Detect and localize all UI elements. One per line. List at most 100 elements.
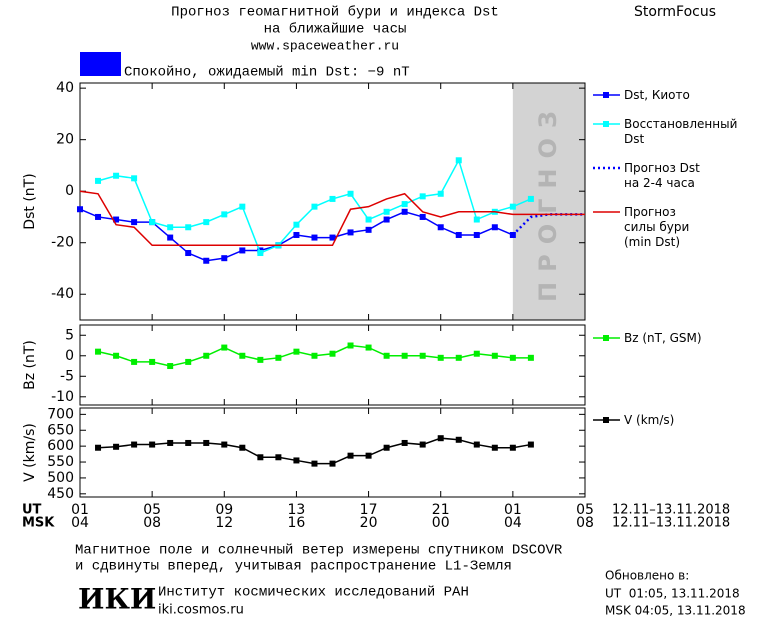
brand: StormFocus xyxy=(634,4,716,20)
point xyxy=(185,439,192,446)
forecast-label: ПРОГНОЗ xyxy=(534,101,562,302)
point xyxy=(95,348,102,355)
point xyxy=(149,219,156,226)
point xyxy=(113,216,120,223)
point xyxy=(131,219,138,226)
title: на ближайшие часы xyxy=(264,21,407,38)
legend-label: Dst, Киото xyxy=(624,88,690,102)
y-axis-label: V (km/s) xyxy=(22,423,38,482)
x-tick-label: 01 xyxy=(71,502,89,518)
point xyxy=(491,444,498,451)
url: www.spaceweather.ru xyxy=(251,38,399,53)
y-axis-label: Dst (nT) xyxy=(22,173,38,229)
legend-marker xyxy=(603,335,609,341)
updated-ut: UT 01:05, 13.11.2018 xyxy=(605,587,740,601)
y-tick-label: 0 xyxy=(65,183,74,199)
point xyxy=(293,221,300,228)
point xyxy=(383,208,390,215)
updated-label: Обновлено в: xyxy=(605,569,689,583)
x-tick-label: 05 xyxy=(143,502,161,518)
plot-frame xyxy=(79,324,586,406)
point xyxy=(329,195,336,202)
x-tick-label: 12 xyxy=(215,515,233,531)
x-tick-label: 00 xyxy=(432,515,450,531)
point xyxy=(527,195,534,202)
x-tick-label: 21 xyxy=(432,502,450,518)
point xyxy=(365,344,372,351)
y-tick-label: 0 xyxy=(65,348,74,364)
point xyxy=(455,354,462,361)
plot-frame xyxy=(79,82,586,321)
x-tick-label: 16 xyxy=(288,515,306,531)
point xyxy=(221,211,228,218)
point xyxy=(185,250,192,257)
point xyxy=(113,172,120,179)
point xyxy=(257,250,264,257)
y-axis-label: Bz (nT) xyxy=(22,340,38,390)
status-swatch xyxy=(80,52,121,76)
title: Прогноз геомагнитной бури и индекса Dst xyxy=(171,4,499,21)
point xyxy=(113,443,120,450)
x-tick-label: 20 xyxy=(360,515,378,531)
point xyxy=(311,352,318,359)
logo: ИКИ xyxy=(78,583,156,616)
date-range: 12.11–13.11.2018 xyxy=(612,503,730,518)
point xyxy=(437,435,444,442)
status: Спокойно, ожидаемый min Dst: −9 nT xyxy=(124,64,410,81)
point xyxy=(203,439,210,446)
x-tick-label: 17 xyxy=(360,502,378,518)
point xyxy=(401,439,408,446)
point xyxy=(221,255,228,262)
point xyxy=(365,452,372,459)
y-tick-label: 500 xyxy=(47,470,74,486)
x-tick-label: 09 xyxy=(215,502,233,518)
point xyxy=(329,460,336,467)
x-tick-label: 04 xyxy=(71,515,89,531)
site: iki.cosmos.ru xyxy=(158,603,244,618)
legend-marker xyxy=(603,92,609,98)
point xyxy=(437,190,444,197)
point xyxy=(455,436,462,443)
x-tick-label: 01 xyxy=(504,502,522,518)
y-tick-label: -40 xyxy=(51,286,74,302)
point xyxy=(527,441,534,448)
plot-frame xyxy=(79,407,586,498)
point xyxy=(257,356,264,363)
point xyxy=(419,213,426,220)
point xyxy=(95,177,102,184)
point xyxy=(311,203,318,210)
point xyxy=(221,344,228,351)
point xyxy=(149,358,156,365)
note: Магнитное поле и солнечный ветер измерен… xyxy=(75,542,563,559)
institute: Институт космических исследований РАН xyxy=(158,584,469,601)
point xyxy=(275,354,282,361)
x-tick-label: 04 xyxy=(504,515,522,531)
date-range: 12.11–13.11.2018 xyxy=(612,516,730,531)
y-tick-label: 550 xyxy=(47,454,74,470)
x-tick-label: 08 xyxy=(576,515,594,531)
point xyxy=(365,226,372,233)
point xyxy=(329,234,336,241)
point xyxy=(419,352,426,359)
point xyxy=(221,441,228,448)
point xyxy=(347,190,354,197)
x-tick-label: 05 xyxy=(576,502,594,518)
point xyxy=(167,439,174,446)
y-tick-label: 600 xyxy=(47,438,74,454)
point xyxy=(455,157,462,164)
updated-msk: MSK 04:05, 13.11.2018 xyxy=(605,604,746,618)
y-tick-label: -20 xyxy=(51,235,74,251)
point xyxy=(383,216,390,223)
point xyxy=(509,444,516,451)
point xyxy=(383,444,390,451)
legend-label: Прогноз Dst на 2-4 часа xyxy=(624,161,700,190)
legend-marker xyxy=(603,121,609,127)
y-tick-label: -10 xyxy=(51,389,74,405)
point xyxy=(167,224,174,231)
point xyxy=(239,203,246,210)
point xyxy=(131,175,138,182)
legend-label: Bz (nT, GSM) xyxy=(624,331,702,345)
point xyxy=(113,352,120,359)
legend-label: Прогноз силы бури (min Dst) xyxy=(624,205,690,249)
